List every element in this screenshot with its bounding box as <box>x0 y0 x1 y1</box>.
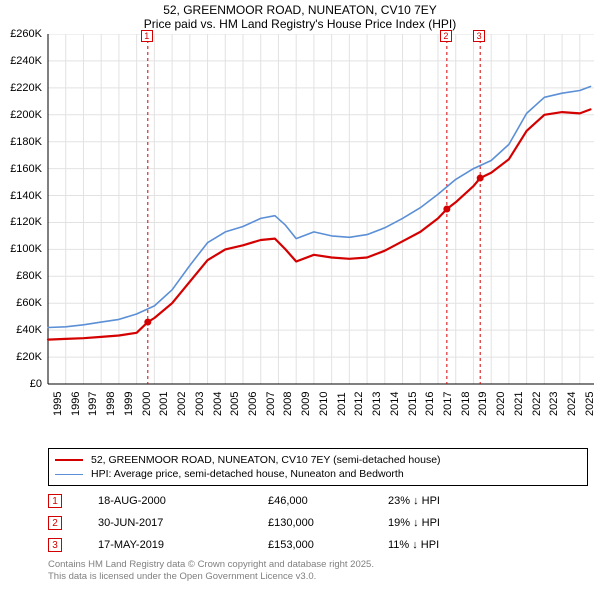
footer-line2: This data is licensed under the Open Gov… <box>48 571 374 583</box>
ytick-label: £40K <box>16 324 42 336</box>
xtick-label: 1995 <box>52 392 64 416</box>
xtick-label: 2012 <box>353 392 365 416</box>
ytick-label: £80K <box>16 270 42 282</box>
xtick-label: 2016 <box>424 392 436 416</box>
marker-row-1: 1 18-AUG-2000 £46,000 23% ↓ HPI <box>48 490 508 512</box>
legend: 52, GREENMOOR ROAD, NUNEATON, CV10 7EY (… <box>48 448 588 486</box>
xtick-label: 2005 <box>229 392 241 416</box>
chart-container: 52, GREENMOOR ROAD, NUNEATON, CV10 7EY P… <box>0 0 600 590</box>
xtick-label: 2018 <box>460 392 472 416</box>
chart-area: £0 £20K £40K £60K £80K £100K £120K £140K £160K £1… <box>0 34 600 420</box>
xtick-label: 2014 <box>389 392 401 416</box>
marker-price-1: £46,000 <box>268 495 388 507</box>
marker-num-1: 1 <box>48 494 62 508</box>
xtick-label: 1997 <box>87 392 99 416</box>
ytick-label: £200K <box>10 109 42 121</box>
xtick-label: 2017 <box>442 392 454 416</box>
ytick-label: £120K <box>10 216 42 228</box>
legend-swatch-price <box>55 459 83 461</box>
marker-date-2: 30-JUN-2017 <box>98 517 268 529</box>
ytick-label: £0 <box>30 378 42 390</box>
marker-num-3: 3 <box>48 538 62 552</box>
xtick-label: 2011 <box>336 392 348 416</box>
chart-marker-3: 3 <box>473 30 485 42</box>
xtick-label: 2013 <box>371 392 383 416</box>
marker-date-1: 18-AUG-2000 <box>98 495 268 507</box>
xtick-label: 2021 <box>513 392 525 416</box>
marker-price-2: £130,000 <box>268 517 388 529</box>
marker-row-2: 2 30-JUN-2017 £130,000 19% ↓ HPI <box>48 512 508 534</box>
legend-label-price: 52, GREENMOOR ROAD, NUNEATON, CV10 7EY (… <box>91 454 441 466</box>
marker-row-3: 3 17-MAY-2019 £153,000 11% ↓ HPI <box>48 534 508 556</box>
title-line1: 52, GREENMOOR ROAD, NUNEATON, CV10 7EY <box>0 3 600 17</box>
marker-table: 1 18-AUG-2000 £46,000 23% ↓ HPI 2 30-JUN… <box>48 490 508 556</box>
xtick-label: 2019 <box>477 392 489 416</box>
xtick-label: 2015 <box>407 392 419 416</box>
xtick-label: 2009 <box>300 392 312 416</box>
chart-marker-2: 2 <box>440 30 452 42</box>
xtick-label: 2023 <box>548 392 560 416</box>
marker-diff-1: 23% ↓ HPI <box>388 495 508 507</box>
legend-item-hpi: HPI: Average price, semi-detached house,… <box>55 467 581 481</box>
xtick-label: 2020 <box>495 392 507 416</box>
ytick-label: £260K <box>10 28 42 40</box>
marker-price-3: £153,000 <box>268 539 388 551</box>
xtick-label: 2007 <box>265 392 277 416</box>
ytick-label: £180K <box>10 136 42 148</box>
xtick-label: 2010 <box>318 392 330 416</box>
footer-line1: Contains HM Land Registry data © Crown c… <box>48 559 374 571</box>
marker-diff-2: 19% ↓ HPI <box>388 517 508 529</box>
legend-swatch-hpi <box>55 474 83 475</box>
marker-num-2: 2 <box>48 516 62 530</box>
marker-date-3: 17-MAY-2019 <box>98 539 268 551</box>
xtick-label: 1998 <box>105 392 117 416</box>
footer: Contains HM Land Registry data © Crown c… <box>48 559 374 583</box>
ytick-label: £240K <box>10 55 42 67</box>
legend-label-hpi: HPI: Average price, semi-detached house,… <box>91 468 404 480</box>
xtick-label: 2024 <box>566 392 578 416</box>
ytick-label: £60K <box>16 297 42 309</box>
xtick-label: 2002 <box>176 392 188 416</box>
xtick-label: 2008 <box>282 392 294 416</box>
chart-marker-1: 1 <box>141 30 153 42</box>
xtick-label: 1999 <box>123 392 135 416</box>
ytick-label: £100K <box>10 243 42 255</box>
xtick-label: 2001 <box>158 392 170 416</box>
ytick-label: £20K <box>16 351 42 363</box>
ytick-label: £160K <box>10 163 42 175</box>
xtick-label: 2025 <box>584 392 596 416</box>
xtick-label: 2004 <box>212 392 224 416</box>
ytick-label: £220K <box>10 82 42 94</box>
marker-diff-3: 11% ↓ HPI <box>388 539 508 551</box>
xtick-label: 1996 <box>70 392 82 416</box>
xtick-label: 2022 <box>531 392 543 416</box>
xtick-label: 2003 <box>194 392 206 416</box>
title-line2: Price paid vs. HM Land Registry's House … <box>0 17 600 31</box>
chart-svg <box>0 34 600 420</box>
titles: 52, GREENMOOR ROAD, NUNEATON, CV10 7EY P… <box>0 0 600 31</box>
xtick-label: 2000 <box>141 392 153 416</box>
ytick-label: £140K <box>10 190 42 202</box>
legend-item-price: 52, GREENMOOR ROAD, NUNEATON, CV10 7EY (… <box>55 453 581 467</box>
xtick-label: 2006 <box>247 392 259 416</box>
